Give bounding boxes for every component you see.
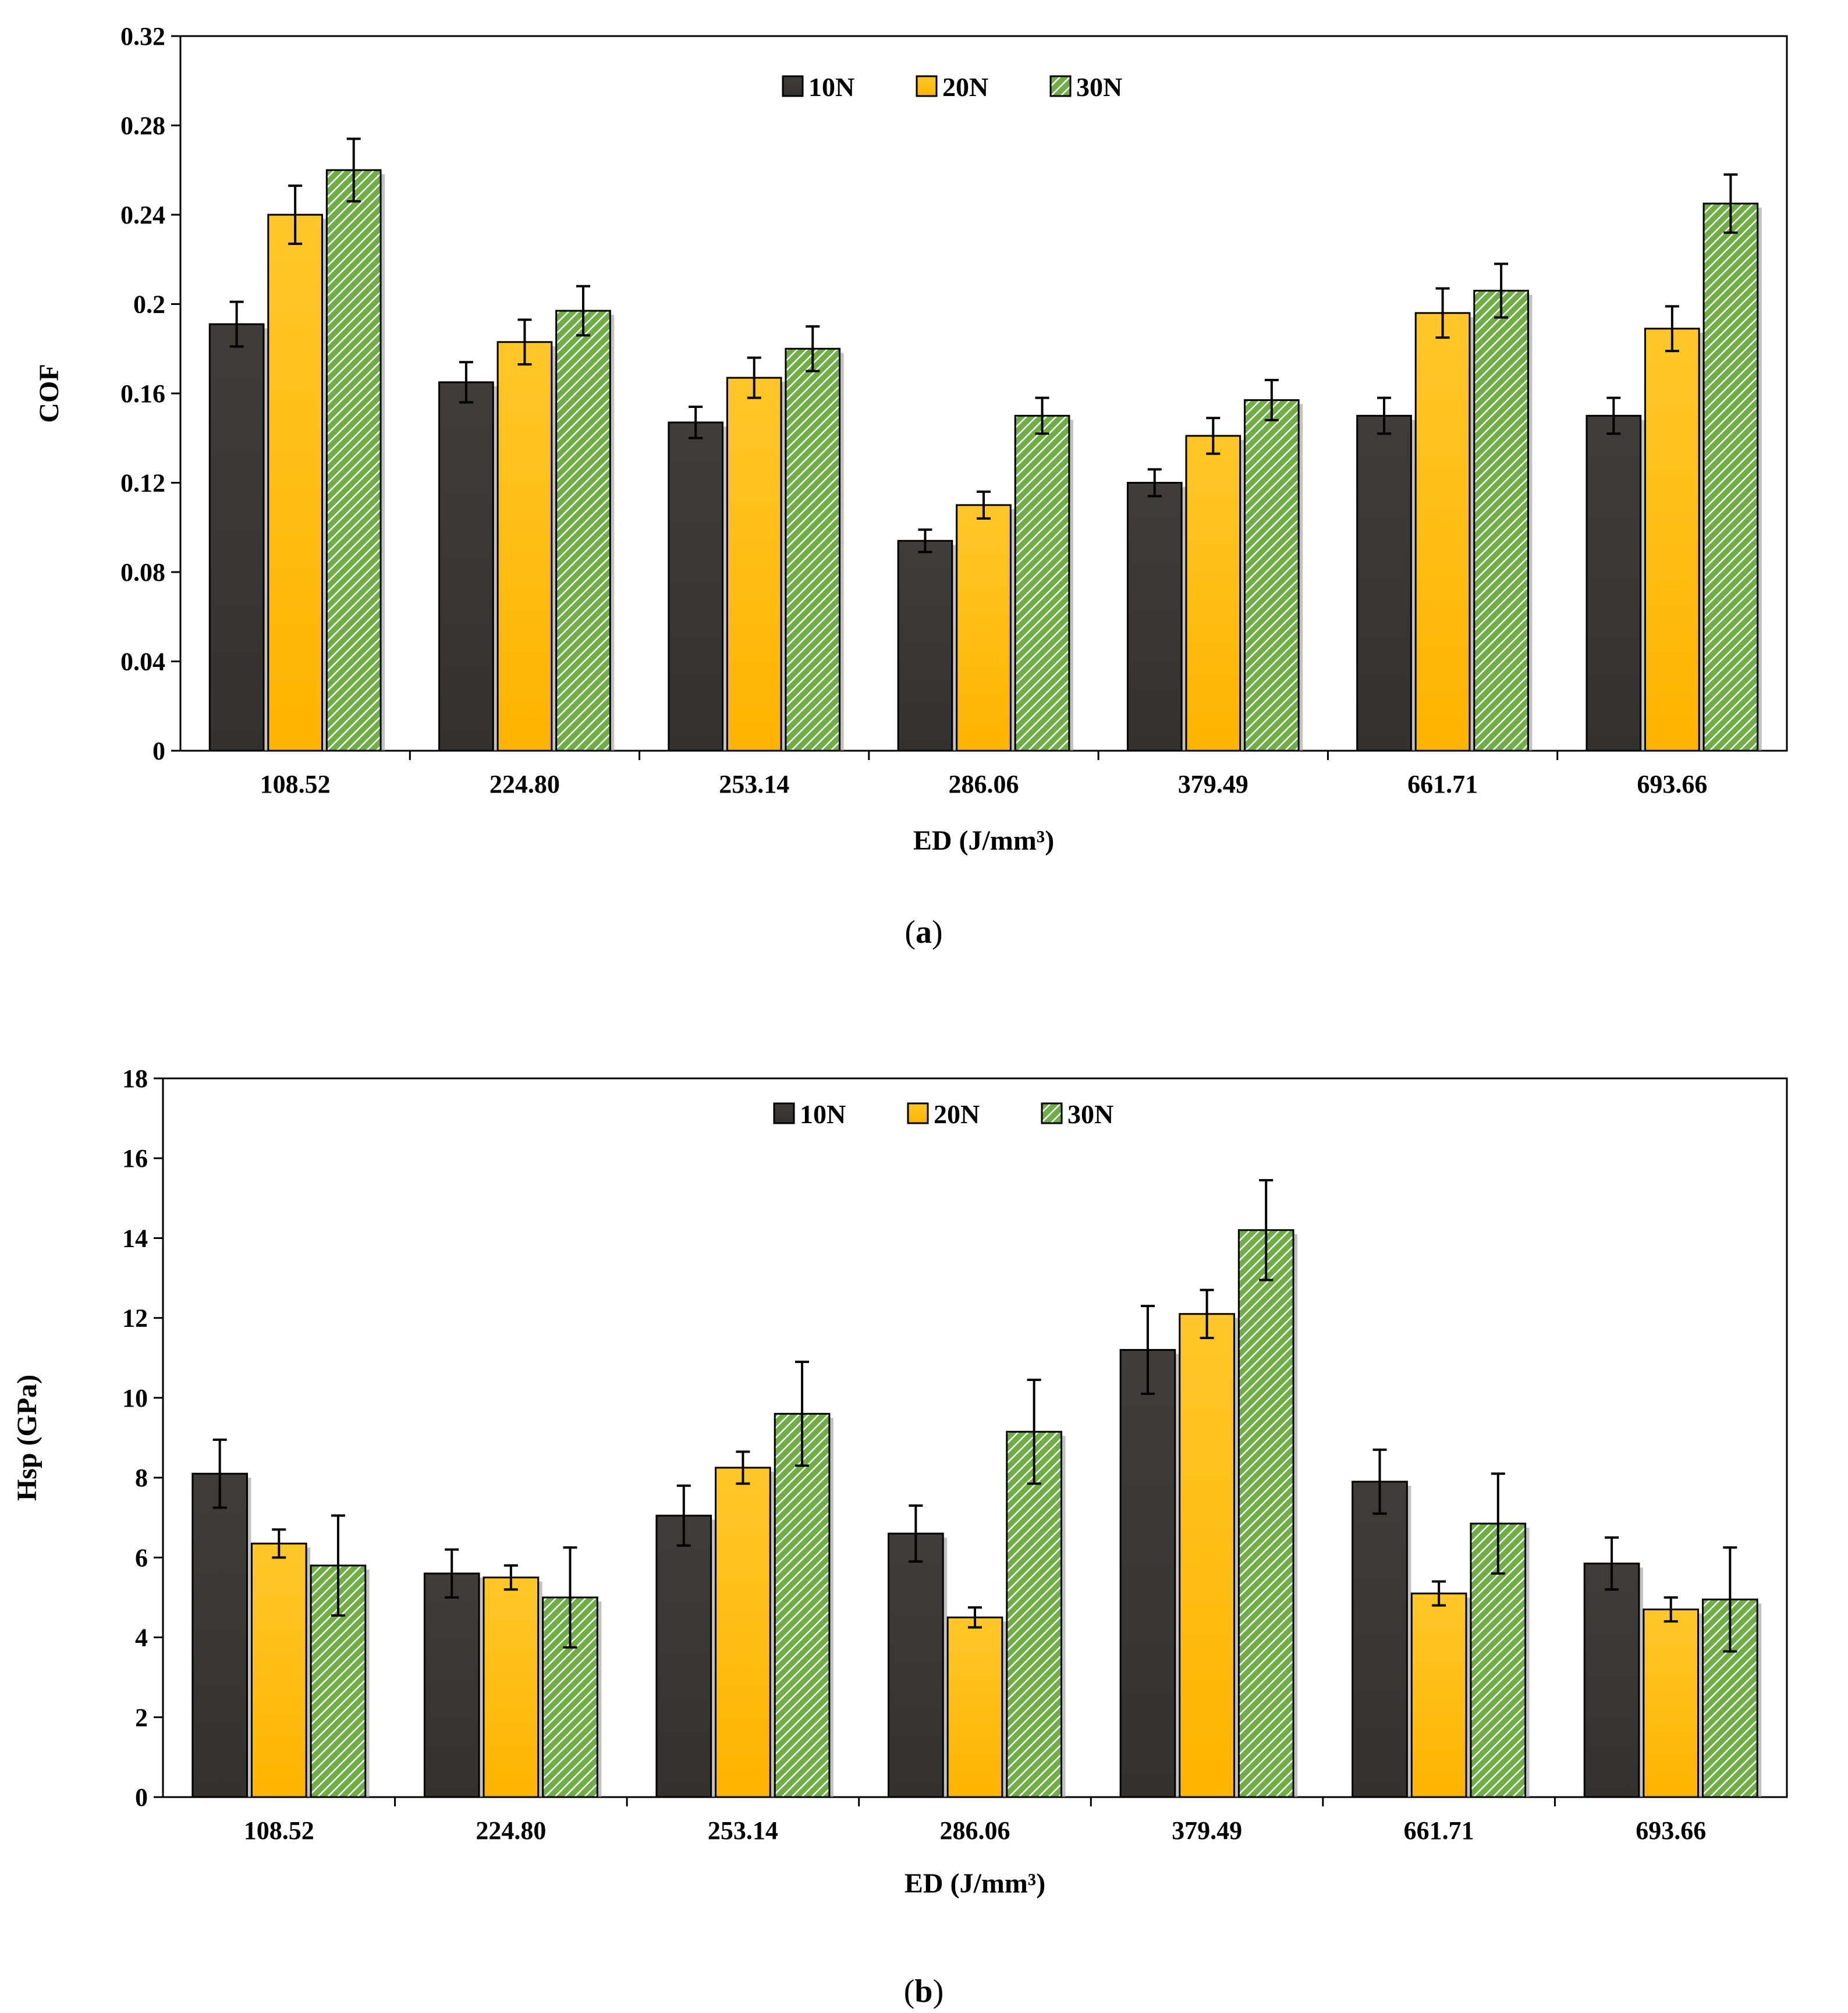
legend-label-30N: 30N bbox=[1067, 1099, 1113, 1129]
bar-30N bbox=[325, 169, 382, 752]
bar-10N bbox=[438, 381, 494, 752]
x-tick-label: 379.49 bbox=[1178, 770, 1248, 798]
bar-20N bbox=[946, 1616, 1003, 1798]
legend-label-20N: 20N bbox=[942, 72, 988, 102]
bar-30N bbox=[1006, 1430, 1062, 1798]
bar-20N bbox=[1185, 435, 1242, 752]
legend-label-10N: 10N bbox=[808, 72, 854, 102]
legend-label-10N: 10N bbox=[800, 1099, 846, 1129]
bar-20N bbox=[726, 377, 782, 752]
y-tick-label: 4 bbox=[135, 1624, 148, 1652]
legend-swatch-20N bbox=[907, 1102, 929, 1124]
bar-20N bbox=[1643, 1609, 1700, 1798]
y-tick-label: 18 bbox=[122, 1064, 148, 1093]
bar-20N bbox=[1179, 1313, 1235, 1798]
bar-30N bbox=[1473, 289, 1529, 752]
y-tick-label: 8 bbox=[135, 1464, 148, 1492]
caption-letter: b bbox=[914, 1973, 932, 2010]
figure-caption: (a) bbox=[905, 914, 942, 950]
x-axis-label: ED (J/mm³) bbox=[913, 825, 1054, 856]
bar-10N bbox=[1585, 414, 1642, 752]
y-tick-label: 0.04 bbox=[120, 648, 165, 676]
bar-20N bbox=[1644, 328, 1700, 752]
bar-10N bbox=[888, 1532, 944, 1798]
y-tick-label: 12 bbox=[122, 1304, 148, 1333]
y-tick-label: 0.24 bbox=[120, 201, 165, 229]
y-tick-label: 0.12 bbox=[120, 469, 165, 498]
y-tick-label: 10 bbox=[122, 1384, 148, 1412]
chart-a: 0 0.04 0.08 0.12 0.16 0.2 0.24 0.28 0.32 108.52 22… bbox=[34, 22, 1788, 950]
y-tick-label: 0.08 bbox=[120, 558, 165, 587]
y-tick-label: 0.16 bbox=[120, 379, 165, 408]
x-tick-label: 286.06 bbox=[949, 770, 1019, 798]
y-tick-label: 0.32 bbox=[120, 22, 165, 51]
x-tick-label: 253.14 bbox=[708, 1816, 778, 1845]
x-tick-label: 108.52 bbox=[260, 770, 331, 798]
caption-open: ( bbox=[905, 914, 916, 950]
bar-30N bbox=[1702, 203, 1759, 752]
bar-20N bbox=[956, 504, 1012, 752]
bar-10N bbox=[655, 1514, 712, 1798]
x-tick-label: 224.80 bbox=[490, 770, 560, 798]
x-tick-label: 379.49 bbox=[1172, 1816, 1242, 1845]
x-tick-label: 253.14 bbox=[719, 770, 789, 798]
bar-10N bbox=[423, 1572, 480, 1798]
figure-caption: (b) bbox=[904, 1973, 943, 2010]
bar-30N bbox=[774, 1412, 831, 1798]
chart-b: 0 2 4 6 8 10 12 14 16 18 108.52 224.80 253.14 286.06 3… bbox=[12, 1064, 1788, 2010]
y-tick-label: 0.28 bbox=[120, 112, 165, 140]
bar-10N bbox=[897, 539, 953, 752]
bar-30N bbox=[1244, 399, 1300, 752]
bar-20N bbox=[715, 1467, 771, 1798]
legend-swatch-10N bbox=[773, 1102, 795, 1124]
legend-swatch-30N bbox=[1041, 1102, 1063, 1124]
legend-label-20N: 20N bbox=[934, 1099, 980, 1129]
y-tick-label: 2 bbox=[135, 1703, 148, 1732]
x-tick-label: 693.66 bbox=[1636, 1816, 1706, 1845]
caption-open: ( bbox=[904, 1973, 915, 2010]
legend-label-30N: 30N bbox=[1076, 72, 1122, 102]
bar-20N bbox=[483, 1577, 540, 1798]
x-tick-label: 286.06 bbox=[940, 1816, 1010, 1845]
y-tick-label: 0.2 bbox=[133, 290, 165, 319]
legend-swatch-30N bbox=[1049, 75, 1072, 97]
bar-20N bbox=[1414, 312, 1471, 752]
bar-10N bbox=[208, 323, 265, 752]
bar-20N bbox=[1410, 1592, 1467, 1798]
bar-20N bbox=[267, 214, 323, 752]
bar-30N bbox=[1237, 1229, 1294, 1798]
x-tick-label: 108.52 bbox=[244, 1816, 314, 1845]
x-tick-label: 661.71 bbox=[1404, 1816, 1474, 1845]
x-tick-label: 224.80 bbox=[476, 1816, 546, 1845]
bar-10N bbox=[1119, 1349, 1176, 1798]
bar-10N bbox=[191, 1472, 248, 1798]
y-tick-label: 14 bbox=[122, 1224, 148, 1252]
y-tick-label: 0 bbox=[135, 1783, 148, 1812]
legend-swatch-20N bbox=[916, 75, 938, 97]
bar-10N bbox=[1352, 1481, 1408, 1798]
bar-30N bbox=[785, 347, 841, 752]
x-tick-label: 661.71 bbox=[1407, 770, 1478, 798]
bar-10N bbox=[1356, 414, 1412, 752]
y-tick-label: 0 bbox=[152, 737, 165, 765]
y-tick-label: 6 bbox=[135, 1543, 148, 1572]
y-axis-label: COF bbox=[34, 364, 65, 423]
caption-letter: a bbox=[916, 914, 932, 950]
x-axis-label: ED (J/mm³) bbox=[905, 1868, 1045, 1899]
caption-close: ) bbox=[933, 1973, 944, 2010]
bar-20N bbox=[250, 1542, 307, 1798]
bar-10N bbox=[1126, 482, 1183, 752]
y-tick-label: 16 bbox=[122, 1144, 148, 1173]
y-axis-label: Hsp (GPa) bbox=[12, 1375, 42, 1501]
bar-10N bbox=[1583, 1563, 1640, 1798]
bar-30N bbox=[555, 310, 611, 752]
caption-close: ) bbox=[932, 914, 943, 950]
legend-swatch-10N bbox=[782, 75, 804, 97]
bar-30N bbox=[1014, 414, 1070, 752]
bar-10N bbox=[668, 421, 724, 752]
bar-20N bbox=[496, 341, 553, 752]
x-tick-label: 693.66 bbox=[1637, 770, 1707, 798]
